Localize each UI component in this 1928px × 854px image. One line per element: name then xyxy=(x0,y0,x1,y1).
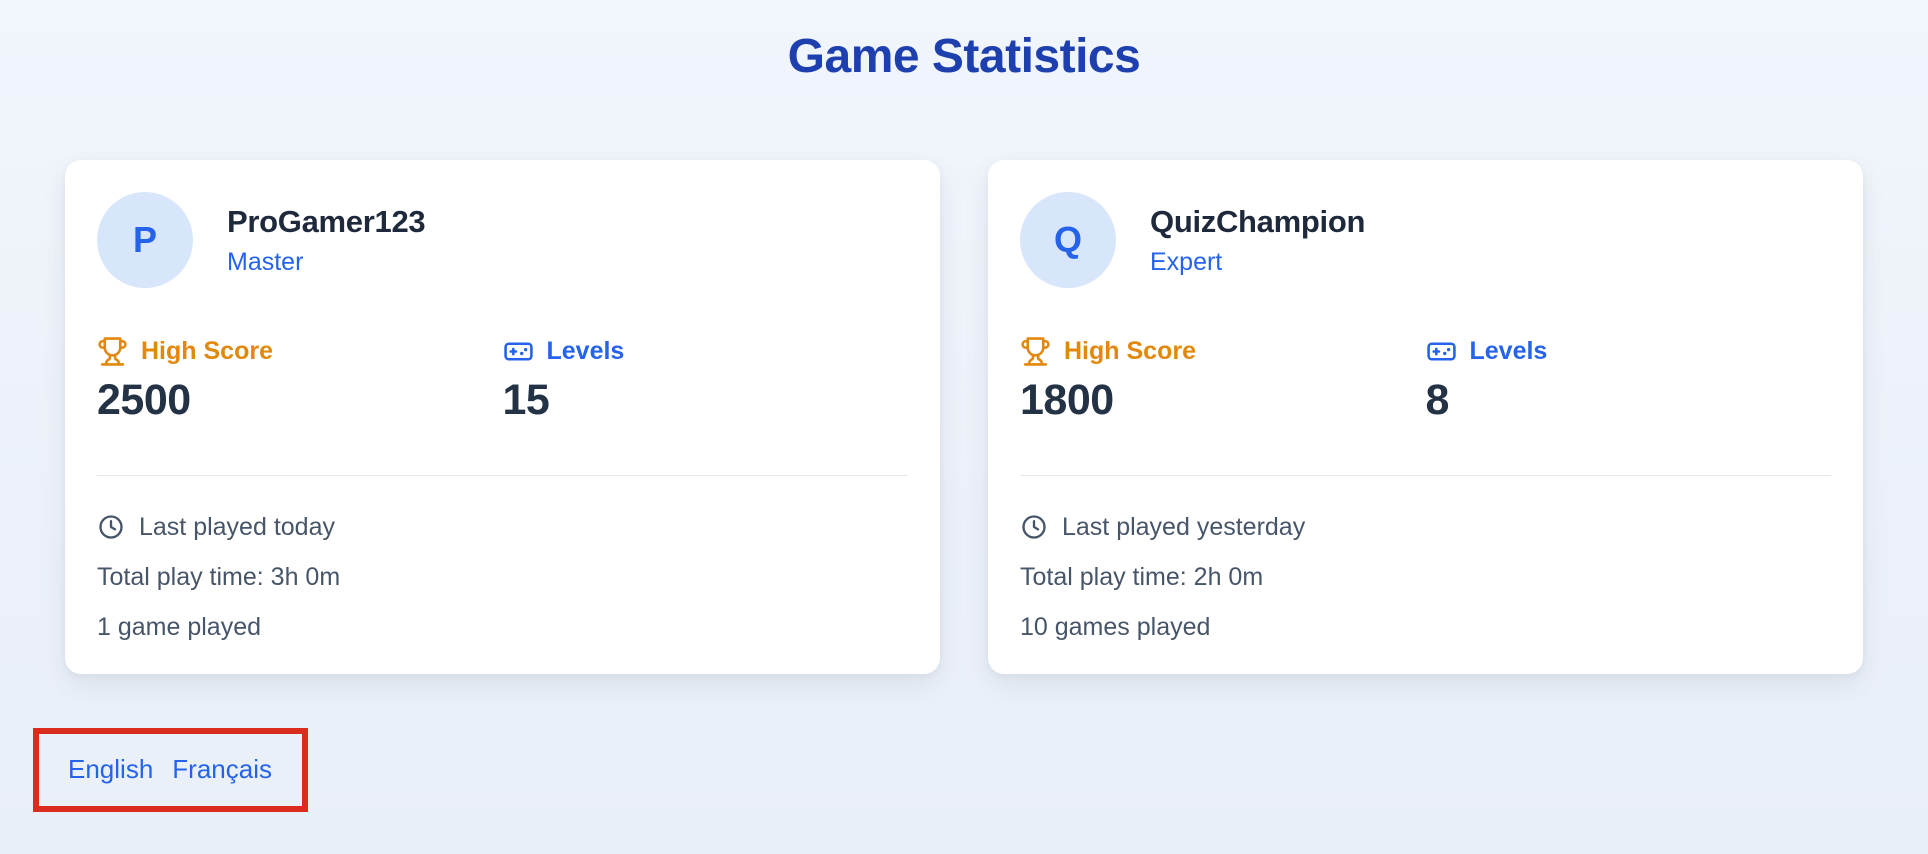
card-header: Q QuizChampion Expert xyxy=(1020,192,1831,289)
player-rank: Master xyxy=(227,247,304,276)
player-name: QuizChampion xyxy=(1150,203,1366,239)
trophy-icon xyxy=(97,336,128,367)
high-score-value: 1800 xyxy=(1020,376,1114,425)
high-score-label: High Score xyxy=(141,337,273,366)
player-cards-container: P ProGamer123 Master xyxy=(65,160,1863,674)
clock-icon xyxy=(97,513,125,541)
language-option-english[interactable]: English xyxy=(68,754,154,785)
avatar: Q xyxy=(1020,192,1116,289)
card-divider xyxy=(97,474,908,476)
levels-stat: Levels 8 xyxy=(1426,336,1832,424)
gamepad-icon xyxy=(1426,336,1457,367)
levels-value: 15 xyxy=(502,376,550,425)
games-played-text: 1 game played xyxy=(97,612,262,641)
play-time-text: Total play time: 3h 0m xyxy=(97,562,341,591)
stats-row: High Score 1800 Levels 8 xyxy=(1020,336,1831,424)
stats-row: High Score 2500 Levels 15 xyxy=(97,336,908,424)
high-score-label: High Score xyxy=(1064,337,1196,366)
play-time-text: Total play time: 2h 0m xyxy=(1020,562,1264,591)
levels-stat: Levels 15 xyxy=(503,336,909,424)
trophy-icon xyxy=(1020,336,1051,367)
player-rank: Expert xyxy=(1150,247,1223,276)
player-card-progamer123: P ProGamer123 Master xyxy=(65,160,940,674)
levels-value: 8 xyxy=(1425,376,1450,425)
high-score-stat: High Score 1800 xyxy=(1020,336,1426,424)
levels-label: Levels xyxy=(546,337,625,366)
last-played-line: Last played today xyxy=(97,512,908,542)
player-card-quizchampion: Q QuizChampion Expert xyxy=(988,160,1863,674)
last-played-text: Last played today xyxy=(139,512,335,541)
clock-icon xyxy=(1020,513,1048,541)
avatar: P xyxy=(97,192,193,289)
last-played-line: Last played yesterday xyxy=(1020,512,1831,542)
levels-label: Levels xyxy=(1469,337,1548,366)
card-divider xyxy=(1020,474,1831,476)
page-title: Game Statistics xyxy=(787,30,1141,83)
gamepad-icon xyxy=(503,336,534,367)
player-name: ProGamer123 xyxy=(227,203,426,239)
last-played-text: Last played yesterday xyxy=(1062,512,1306,541)
games-played-text: 10 games played xyxy=(1020,612,1211,641)
language-switcher-highlight: English Français xyxy=(33,727,308,812)
high-score-stat: High Score 2500 xyxy=(97,336,503,424)
card-header: P ProGamer123 Master xyxy=(97,192,908,289)
high-score-value: 2500 xyxy=(97,376,191,425)
language-option-francais[interactable]: Français xyxy=(172,754,272,785)
